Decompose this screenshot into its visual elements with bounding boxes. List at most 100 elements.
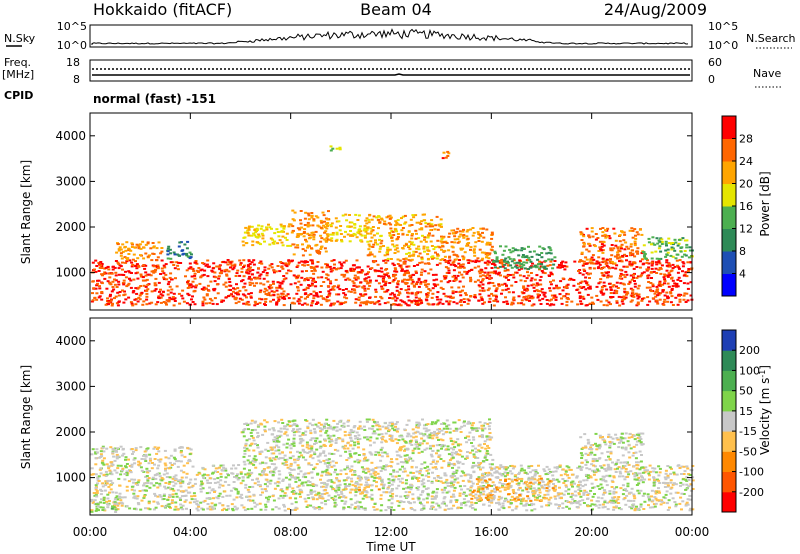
echo-cell [612, 499, 616, 502]
echo-cell [349, 267, 353, 270]
echo-cell [581, 499, 585, 502]
echo-cell [503, 471, 507, 474]
echo-cell [295, 292, 299, 295]
echo-cell [588, 277, 591, 279]
echo-cell [458, 494, 462, 497]
echo-cell [488, 241, 492, 244]
echo-cell [496, 267, 500, 270]
echo-cell [154, 303, 158, 306]
echo-cell [638, 275, 642, 278]
echo-cell [100, 282, 104, 285]
echo-cell [595, 262, 599, 265]
echo-cell [436, 283, 440, 286]
echo-cell [630, 292, 634, 295]
echo-cell [470, 501, 474, 504]
echo-cell [379, 275, 383, 278]
echo-cell [543, 265, 547, 268]
echo-cell [303, 293, 307, 296]
echo-cell [407, 265, 411, 268]
echo-cell [501, 465, 505, 468]
echo-cell [583, 270, 587, 272]
echo-cell [687, 485, 691, 488]
echo-cell [337, 486, 341, 489]
echo-cell [616, 257, 620, 260]
echo-cell [642, 262, 646, 265]
echo-cell [683, 253, 687, 256]
echo-cell [532, 503, 536, 506]
echo-cell [629, 470, 633, 473]
echo-cell [251, 499, 255, 502]
echo-cell [361, 294, 365, 297]
echo-cell [487, 294, 491, 297]
echo-cell [107, 303, 110, 306]
echo-cell [90, 467, 94, 470]
echo-cell [607, 465, 611, 468]
echo-cell [131, 263, 135, 266]
echo-cell [132, 507, 136, 510]
echo-cell [272, 269, 276, 272]
echo-cell [401, 481, 405, 484]
echo-cell [666, 465, 670, 467]
echo-cell [355, 259, 359, 262]
echo-cell [248, 270, 252, 273]
echo-cell [389, 465, 393, 467]
echo-cell [302, 232, 306, 235]
echo-cell [494, 298, 498, 301]
echo-cell [509, 251, 513, 254]
echo-cell [558, 465, 562, 468]
echo-cell [422, 247, 426, 250]
echo-cell [135, 263, 139, 266]
echo-cell [691, 488, 695, 490]
echo-cell [241, 286, 245, 289]
echo-cell [190, 275, 194, 278]
echo-cell [452, 504, 456, 507]
echo-cell [208, 302, 212, 305]
echo-cell [137, 479, 141, 482]
echo-cell [344, 230, 347, 233]
echo-cell [493, 250, 497, 253]
echo-cell [333, 495, 337, 498]
echo-cell [514, 265, 518, 268]
echo-cell [93, 296, 97, 299]
echo-cell [606, 274, 610, 277]
echo-cell [482, 289, 486, 292]
echo-cell [601, 257, 605, 260]
echo-cell [309, 492, 313, 495]
echo-cell [473, 266, 477, 269]
echo-cell [657, 284, 661, 287]
echo-cell [485, 277, 489, 279]
echo-cell [565, 505, 569, 508]
echo-cell [424, 474, 428, 477]
echo-cell [418, 261, 422, 264]
echo-cell [279, 494, 283, 497]
echo-cell [364, 478, 368, 481]
echo-cell [685, 476, 689, 479]
echo-cell [637, 284, 641, 287]
echo-cell [116, 243, 120, 246]
echo-cell [213, 297, 217, 300]
echo-cell [157, 295, 161, 298]
echo-cell [530, 509, 534, 512]
echo-cell [426, 465, 430, 468]
echo-cell [467, 259, 471, 262]
echo-cell [142, 246, 146, 249]
echo-cell [396, 470, 399, 473]
echo-cell [603, 501, 607, 504]
echo-cell [350, 477, 353, 480]
echo-cell [619, 282, 623, 285]
echo-cell [522, 504, 526, 507]
echo-cell [439, 280, 443, 283]
echo-cell [97, 509, 100, 512]
echo-cell [135, 267, 139, 270]
echo-cell [387, 478, 391, 481]
echo-cell [578, 260, 581, 263]
echo-cell [593, 493, 596, 495]
echo-cell [430, 495, 434, 498]
echo-cell [365, 280, 369, 283]
echo-cell [636, 297, 640, 300]
echo-cell [597, 506, 601, 509]
echo-cell [500, 283, 504, 286]
echo-cell [420, 301, 424, 304]
echo-cell [291, 259, 294, 262]
echo-cell [313, 483, 317, 486]
